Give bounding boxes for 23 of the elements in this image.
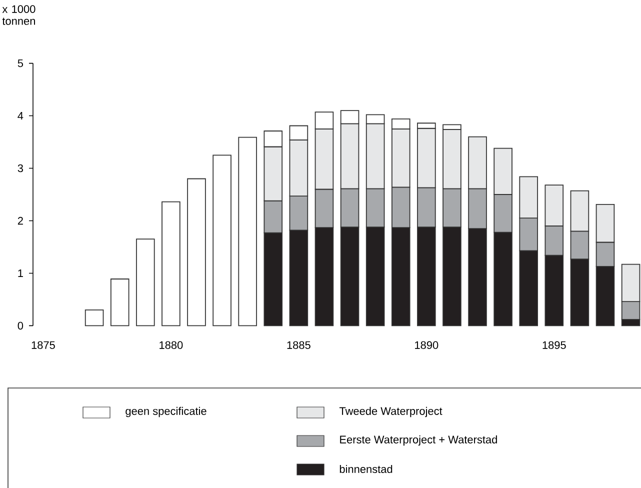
- legend-label: binnenstad: [340, 464, 392, 474]
- bar: [162, 201, 180, 326]
- bar: [110, 278, 130, 326]
- y-axis-title: x 1000 tonnen: [2, 5, 36, 25]
- bar: [136, 238, 155, 326]
- x-tick-label: 1895: [542, 341, 566, 349]
- legend-label: Tweede Waterproject: [339, 406, 442, 418]
- x-tick-label: 1880: [160, 341, 183, 349]
- x-tick-label: 1890: [415, 341, 438, 349]
- x-tick-label: 1885: [287, 341, 310, 349]
- bar: [238, 136, 257, 326]
- y-tick-label: 5: [18, 59, 24, 68]
- bar: [212, 154, 232, 326]
- y-tick-label: 1: [18, 269, 23, 277]
- y-tick-label: 4: [18, 112, 24, 120]
- x-tick-label: 1875: [32, 341, 55, 349]
- y-tick-label: 3: [18, 164, 24, 172]
- y-tick-label: 2: [18, 216, 23, 225]
- bar: [187, 178, 206, 326]
- legend-label: geen specificatie: [126, 406, 206, 418]
- y-tick-label: 0: [18, 322, 24, 330]
- bar: [84, 310, 104, 326]
- legend-label: Eerste Waterproject + Waterstad: [340, 435, 497, 446]
